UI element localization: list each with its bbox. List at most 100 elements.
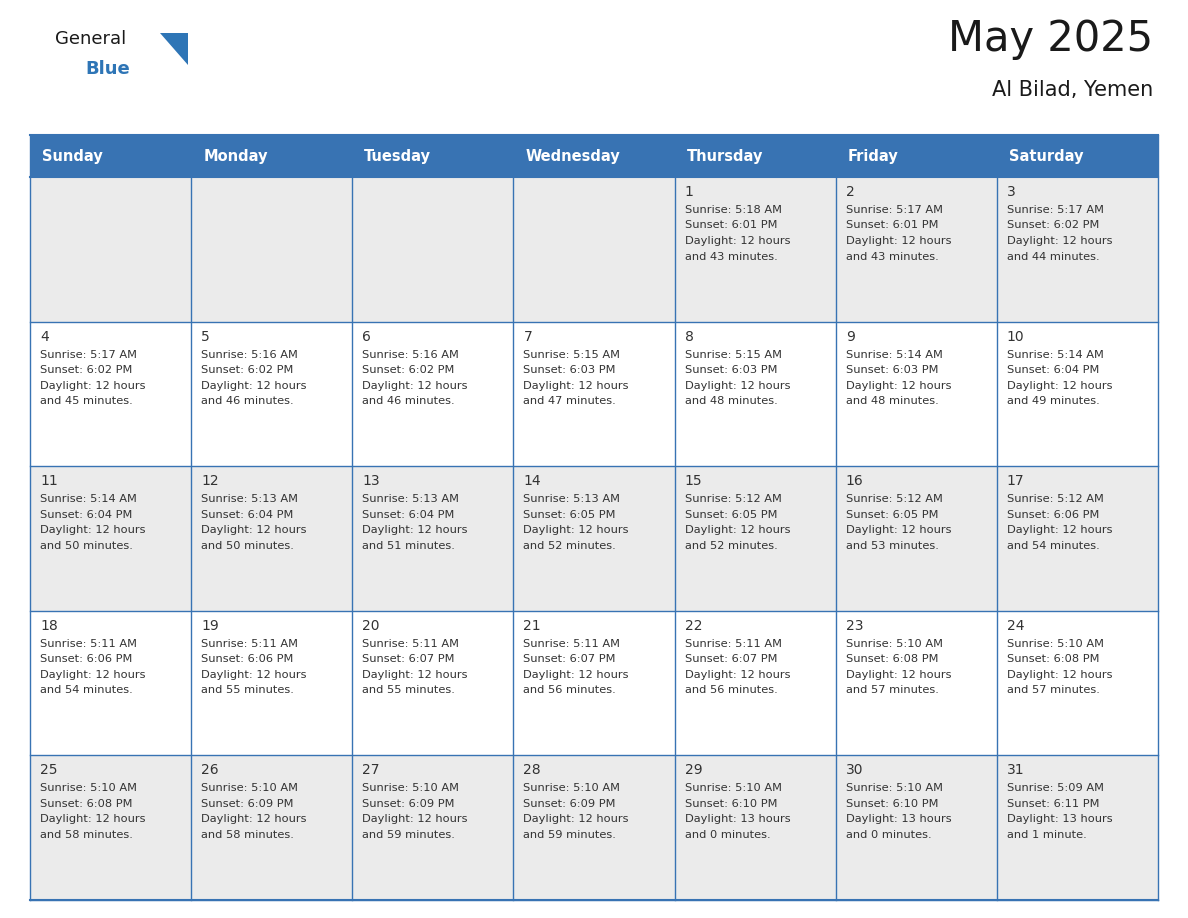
Text: 31: 31 (1007, 764, 1024, 778)
Text: Sunset: 6:05 PM: Sunset: 6:05 PM (524, 509, 615, 520)
Text: Daylight: 12 hours: Daylight: 12 hours (684, 525, 790, 535)
Text: and 58 minutes.: and 58 minutes. (40, 830, 133, 840)
Text: Sunset: 6:07 PM: Sunset: 6:07 PM (524, 655, 615, 665)
Text: Daylight: 12 hours: Daylight: 12 hours (362, 525, 468, 535)
Polygon shape (160, 33, 188, 65)
Text: Sunset: 6:02 PM: Sunset: 6:02 PM (1007, 220, 1099, 230)
Bar (30, 321, 1158, 466)
Text: Tuesday: Tuesday (365, 149, 431, 163)
Text: Daylight: 12 hours: Daylight: 12 hours (40, 814, 145, 824)
Text: Sunrise: 5:11 AM: Sunrise: 5:11 AM (362, 639, 460, 649)
Text: Sunset: 6:07 PM: Sunset: 6:07 PM (684, 655, 777, 665)
Text: and 53 minutes.: and 53 minutes. (846, 541, 939, 551)
Text: Sunrise: 5:15 AM: Sunrise: 5:15 AM (524, 350, 620, 360)
Text: 18: 18 (40, 619, 58, 633)
Text: 20: 20 (362, 619, 380, 633)
Text: Sunrise: 5:16 AM: Sunrise: 5:16 AM (362, 350, 459, 360)
Text: Sunrise: 5:17 AM: Sunrise: 5:17 AM (40, 350, 137, 360)
Text: Daylight: 12 hours: Daylight: 12 hours (362, 381, 468, 390)
Text: Al Bilad, Yemen: Al Bilad, Yemen (992, 80, 1154, 100)
Text: 2: 2 (846, 185, 854, 199)
Text: Sunset: 6:09 PM: Sunset: 6:09 PM (201, 799, 293, 809)
Bar (30, 135, 1158, 177)
Text: Sunrise: 5:10 AM: Sunrise: 5:10 AM (846, 783, 943, 793)
Text: Daylight: 12 hours: Daylight: 12 hours (1007, 381, 1112, 390)
Text: Sunrise: 5:12 AM: Sunrise: 5:12 AM (1007, 494, 1104, 504)
Text: Sunset: 6:03 PM: Sunset: 6:03 PM (524, 365, 615, 375)
Text: Sunrise: 5:17 AM: Sunrise: 5:17 AM (846, 205, 943, 215)
Text: Daylight: 12 hours: Daylight: 12 hours (201, 814, 307, 824)
Text: Sunrise: 5:11 AM: Sunrise: 5:11 AM (201, 639, 298, 649)
Text: Sunset: 6:06 PM: Sunset: 6:06 PM (1007, 509, 1099, 520)
Text: Sunset: 6:03 PM: Sunset: 6:03 PM (684, 365, 777, 375)
Text: General: General (55, 30, 126, 48)
Text: and 51 minutes.: and 51 minutes. (362, 541, 455, 551)
Text: and 54 minutes.: and 54 minutes. (40, 686, 133, 695)
Text: Sunrise: 5:10 AM: Sunrise: 5:10 AM (524, 783, 620, 793)
Text: and 44 minutes.: and 44 minutes. (1007, 252, 1099, 262)
Text: and 59 minutes.: and 59 minutes. (362, 830, 455, 840)
Text: Sunday: Sunday (42, 149, 102, 163)
Text: Sunrise: 5:16 AM: Sunrise: 5:16 AM (201, 350, 298, 360)
Text: 7: 7 (524, 330, 532, 343)
Text: and 43 minutes.: and 43 minutes. (846, 252, 939, 262)
Text: Sunset: 6:07 PM: Sunset: 6:07 PM (362, 655, 455, 665)
Text: Sunrise: 5:13 AM: Sunrise: 5:13 AM (201, 494, 298, 504)
Text: Daylight: 12 hours: Daylight: 12 hours (846, 670, 952, 680)
Text: 27: 27 (362, 764, 380, 778)
Text: Daylight: 12 hours: Daylight: 12 hours (524, 381, 628, 390)
Text: Sunrise: 5:11 AM: Sunrise: 5:11 AM (684, 639, 782, 649)
Text: 24: 24 (1007, 619, 1024, 633)
Text: Daylight: 12 hours: Daylight: 12 hours (362, 670, 468, 680)
Text: Sunrise: 5:10 AM: Sunrise: 5:10 AM (40, 783, 137, 793)
Text: Sunrise: 5:09 AM: Sunrise: 5:09 AM (1007, 783, 1104, 793)
Text: and 0 minutes.: and 0 minutes. (684, 830, 770, 840)
Text: Sunrise: 5:12 AM: Sunrise: 5:12 AM (846, 494, 942, 504)
Text: Sunrise: 5:14 AM: Sunrise: 5:14 AM (846, 350, 942, 360)
Text: and 57 minutes.: and 57 minutes. (846, 686, 939, 695)
Text: Daylight: 13 hours: Daylight: 13 hours (846, 814, 952, 824)
Text: Daylight: 12 hours: Daylight: 12 hours (201, 381, 307, 390)
Text: Sunset: 6:04 PM: Sunset: 6:04 PM (201, 509, 293, 520)
Text: 30: 30 (846, 764, 864, 778)
Text: Daylight: 12 hours: Daylight: 12 hours (201, 525, 307, 535)
Text: Sunset: 6:09 PM: Sunset: 6:09 PM (524, 799, 615, 809)
Text: and 56 minutes.: and 56 minutes. (524, 686, 617, 695)
Text: 10: 10 (1007, 330, 1024, 343)
Text: 5: 5 (201, 330, 210, 343)
Text: and 43 minutes.: and 43 minutes. (684, 252, 777, 262)
Text: and 50 minutes.: and 50 minutes. (40, 541, 133, 551)
Text: Sunrise: 5:10 AM: Sunrise: 5:10 AM (201, 783, 298, 793)
Text: Sunrise: 5:14 AM: Sunrise: 5:14 AM (40, 494, 137, 504)
Text: and 50 minutes.: and 50 minutes. (201, 541, 293, 551)
Text: 13: 13 (362, 475, 380, 488)
Text: Sunrise: 5:15 AM: Sunrise: 5:15 AM (684, 350, 782, 360)
Text: Daylight: 12 hours: Daylight: 12 hours (684, 236, 790, 246)
Bar (30, 177, 1158, 321)
Text: and 54 minutes.: and 54 minutes. (1007, 541, 1100, 551)
Text: 29: 29 (684, 764, 702, 778)
Text: 23: 23 (846, 619, 864, 633)
Text: 17: 17 (1007, 475, 1024, 488)
Text: and 1 minute.: and 1 minute. (1007, 830, 1087, 840)
Text: and 57 minutes.: and 57 minutes. (1007, 686, 1100, 695)
Text: and 55 minutes.: and 55 minutes. (362, 686, 455, 695)
Text: Daylight: 12 hours: Daylight: 12 hours (40, 670, 145, 680)
Text: 16: 16 (846, 475, 864, 488)
Text: Sunset: 6:11 PM: Sunset: 6:11 PM (1007, 799, 1099, 809)
Text: Sunset: 6:05 PM: Sunset: 6:05 PM (684, 509, 777, 520)
Text: Sunset: 6:01 PM: Sunset: 6:01 PM (846, 220, 939, 230)
Text: Sunset: 6:10 PM: Sunset: 6:10 PM (846, 799, 939, 809)
Text: Daylight: 12 hours: Daylight: 12 hours (846, 525, 952, 535)
Text: Daylight: 12 hours: Daylight: 12 hours (524, 814, 628, 824)
Text: Daylight: 12 hours: Daylight: 12 hours (524, 670, 628, 680)
Text: Sunset: 6:08 PM: Sunset: 6:08 PM (1007, 655, 1099, 665)
Text: Daylight: 12 hours: Daylight: 12 hours (362, 814, 468, 824)
Text: Daylight: 12 hours: Daylight: 12 hours (684, 670, 790, 680)
Text: Sunset: 6:04 PM: Sunset: 6:04 PM (40, 509, 132, 520)
Text: 25: 25 (40, 764, 57, 778)
Text: Sunset: 6:09 PM: Sunset: 6:09 PM (362, 799, 455, 809)
Text: and 0 minutes.: and 0 minutes. (846, 830, 931, 840)
Text: 21: 21 (524, 619, 541, 633)
Text: Sunrise: 5:10 AM: Sunrise: 5:10 AM (684, 783, 782, 793)
